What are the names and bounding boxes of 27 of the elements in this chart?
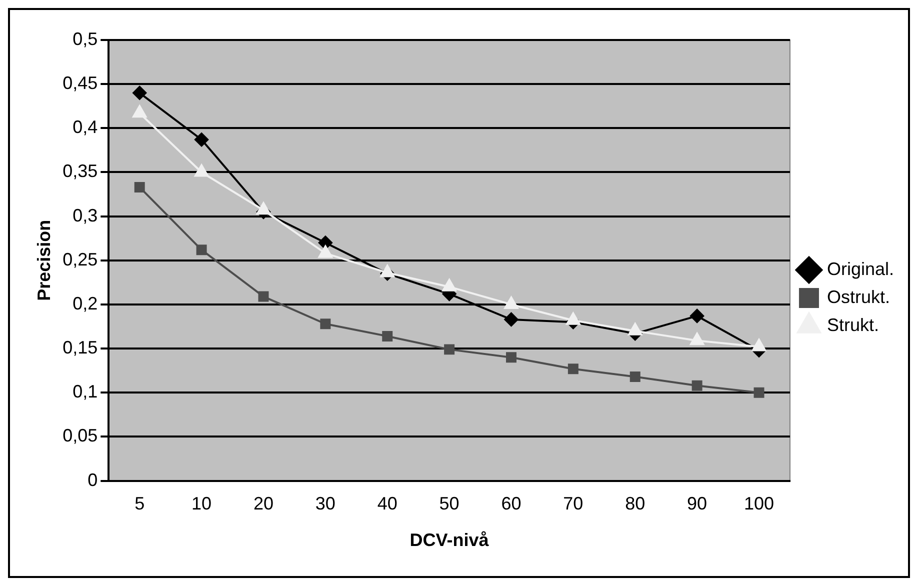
y-tick-label: 0,35	[62, 161, 98, 182]
y-tick-label: 0,05	[62, 426, 98, 446]
x-tick-label: 5	[134, 494, 145, 514]
x-tick-label: 60	[501, 494, 522, 514]
y-tick-label: 0,2	[72, 293, 98, 314]
x-tick-label: 90	[687, 494, 708, 514]
x-tick-label: 30	[315, 494, 336, 514]
x-tick-label: 40	[377, 494, 398, 514]
y-tick-label: 0,3	[72, 205, 98, 226]
x-axis-title: DCV-nivå	[410, 530, 490, 550]
y-tick-label: 0	[88, 470, 98, 490]
x-tick-label: 20	[253, 494, 274, 514]
x-tick-label: 50	[439, 494, 460, 514]
y-tick-label: 0,25	[62, 249, 98, 270]
x-tick-label: 10	[192, 494, 212, 514]
y-tick-label: 0,5	[72, 28, 98, 49]
x-tick-label: 70	[563, 494, 584, 514]
y-axis-title: Precision	[34, 220, 54, 301]
y-tick-label: 0,45	[62, 73, 98, 94]
x-tick-label: 80	[625, 494, 646, 514]
legend-label: Ostrukt.	[826, 286, 890, 307]
legend-label: Original.	[826, 258, 894, 279]
y-tick-label: 0,4	[72, 117, 98, 138]
y-tick-label: 0,15	[62, 338, 98, 358]
x-tick-label: 100	[744, 494, 774, 514]
legend-label: Strukt.	[826, 314, 879, 335]
y-tick-label: 0,1	[72, 382, 98, 402]
